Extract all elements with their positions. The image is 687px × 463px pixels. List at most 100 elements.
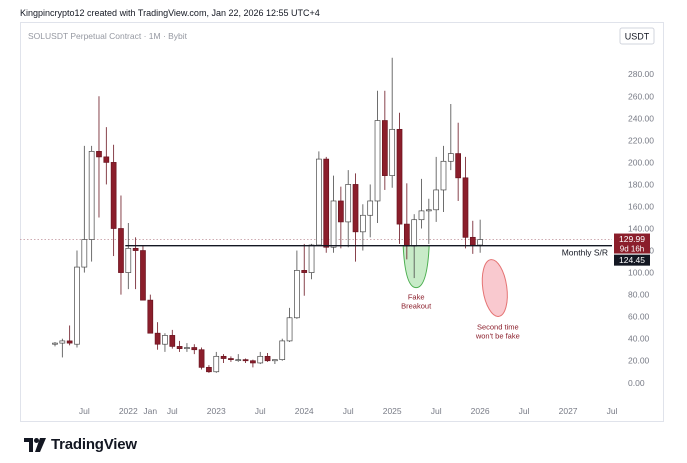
fake-breakout-highlight [402,245,430,289]
candle [81,145,88,273]
candle [169,329,176,349]
candle-body [235,359,242,361]
candle-body [286,317,293,342]
candle-body [338,200,344,223]
y-tick-label: 180.00 [628,179,654,189]
x-tick-label: Jul [255,406,266,416]
monthly-sr-label: Monthly S/R [562,248,608,258]
y-tick-label: 240.00 [628,113,654,123]
x-tick-label: Jul [607,406,618,416]
candle-body [169,335,176,347]
candle-body [81,239,88,268]
candle-body [382,120,388,176]
x-tick-label: Jul [167,406,178,416]
candle [338,186,344,249]
x-tick-label: Jan [143,406,157,416]
candle [279,338,286,361]
candle-body [389,128,396,176]
candle-body [66,340,73,344]
candle [191,344,198,355]
candle-body [425,209,432,212]
candle-body [308,244,315,273]
sr-price-badge [614,254,650,266]
candle [88,145,95,262]
x-tick-label: 2022 [119,406,138,416]
candle-body [184,347,190,349]
y-tick-label: 40.00 [628,334,650,344]
x-tick-label: 2023 [207,406,226,416]
sr-price-label: 124.45 [619,255,645,265]
candlestick-chart[interactable]: SOLUSDT Perpetual Contract · 1M · Bybit U… [20,22,664,422]
footer-logo[interactable]: TradingView [24,436,137,453]
y-tick-label: 280.00 [628,69,654,79]
candle-body [147,299,154,334]
candle [110,144,117,257]
candle-body [418,210,425,221]
candle-body [316,158,322,246]
y-tick-label: 200.00 [628,157,654,167]
candle-body [272,359,278,362]
candle-body [455,153,461,179]
candle-body [279,340,286,360]
second-time-label-line2: won't be fake [475,332,520,341]
candle-body [118,228,124,273]
y-tick-label: 100.00 [628,268,654,278]
y-tick-label: 20.00 [628,356,650,366]
candle-body [88,151,95,240]
x-tick-label: 2027 [559,406,578,416]
bar-countdown-label: 9d 16h [620,245,644,254]
candle-body [345,184,352,223]
candle [250,359,256,368]
x-tick-label: Jul [79,406,90,416]
candle [360,204,366,251]
candle [52,342,58,347]
candle [374,90,381,223]
candle-body [433,189,440,211]
candle [389,57,396,188]
candle [477,219,483,253]
candle [96,96,102,218]
candle [220,354,227,363]
candle [242,358,249,363]
candle [316,151,322,247]
x-tick-label: Jul [519,406,530,416]
candle-body [403,223,410,247]
candle [228,356,234,362]
candle-body [206,367,212,373]
candle-body [59,340,66,344]
candle-body [198,349,205,368]
candle [352,173,359,262]
candle-body [228,358,234,360]
candle [257,351,264,365]
candle [330,175,337,253]
candle [469,220,476,254]
candle-body [360,214,366,233]
last-price-label: 129.99 [619,234,645,244]
y-tick-label: 0.00 [628,378,645,388]
candle-body [330,200,337,248]
candle-body [242,359,249,362]
candle-body [176,346,183,349]
candle-body [103,156,110,163]
x-tick-label: Jul [431,406,442,416]
candle [272,359,278,365]
candle [323,156,330,253]
candle [455,122,461,201]
candle [440,145,447,212]
candle [396,112,403,244]
candle-body [250,360,256,364]
candle [301,243,308,296]
y-tick-label: 260.00 [628,91,654,101]
candle [308,243,315,280]
candle-body [396,128,403,225]
candle-body [74,266,80,345]
candle [206,365,212,373]
candle [462,156,469,249]
y-tick-label: 220.00 [628,135,654,145]
candle-body [374,120,381,202]
candle [125,223,132,290]
candle-body [125,247,132,273]
second-time-label-line1: Second time [477,323,519,332]
candle [447,103,454,171]
candle [198,347,205,370]
